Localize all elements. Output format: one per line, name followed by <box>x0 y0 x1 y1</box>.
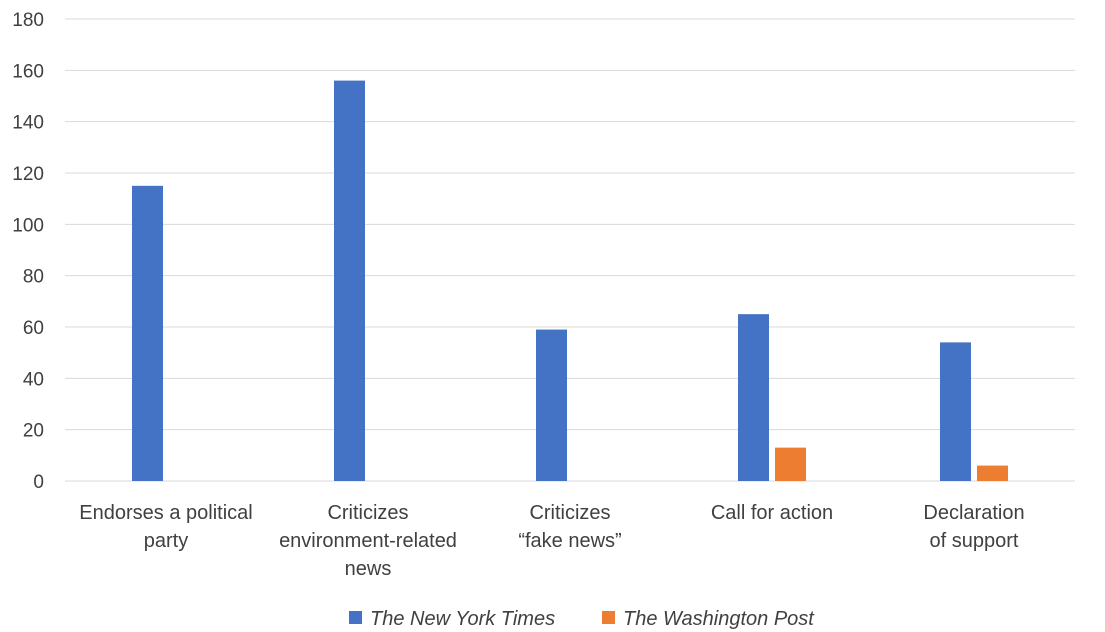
x-axis-category-labels: Endorses a political party Criticizes envir… <box>79 502 1024 580</box>
legend-label: The New York Times <box>370 608 555 630</box>
bar-wapo <box>775 447 806 481</box>
category-label: Declaration of support <box>923 502 1024 552</box>
bars <box>132 80 1008 482</box>
gridlines <box>65 18 1075 482</box>
y-tick-label: 0 <box>33 472 44 493</box>
category-label: Call for action <box>711 502 833 524</box>
bar-wapo <box>977 465 1008 481</box>
y-tick-label: 20 <box>23 421 44 442</box>
y-axis-tick-labels: 0 20 40 60 80 100 120 140 160 180 <box>12 10 44 493</box>
bar-nyt <box>940 342 971 481</box>
legend-swatch <box>602 611 615 624</box>
y-tick-label: 60 <box>23 318 44 339</box>
bar-nyt <box>738 314 769 481</box>
y-tick-label: 100 <box>12 215 44 236</box>
bar-nyt <box>536 329 567 481</box>
y-tick-label: 140 <box>12 113 44 134</box>
y-tick-label: 40 <box>23 369 44 390</box>
bar-nyt <box>334 80 365 481</box>
y-tick-label: 120 <box>12 164 44 185</box>
legend-swatch <box>349 611 362 624</box>
y-tick-label: 80 <box>23 267 44 288</box>
bar-nyt <box>132 185 163 482</box>
legend-label: The Washington Post <box>623 608 815 630</box>
y-tick-label: 160 <box>12 61 44 82</box>
category-label: Criticizes environment-related news <box>279 502 457 580</box>
legend: The New York Times The Washington Post <box>349 608 815 630</box>
category-label: Criticizes “fake news” <box>518 502 621 552</box>
y-tick-label: 180 <box>12 10 44 31</box>
category-label: Endorses a political party <box>79 502 252 552</box>
